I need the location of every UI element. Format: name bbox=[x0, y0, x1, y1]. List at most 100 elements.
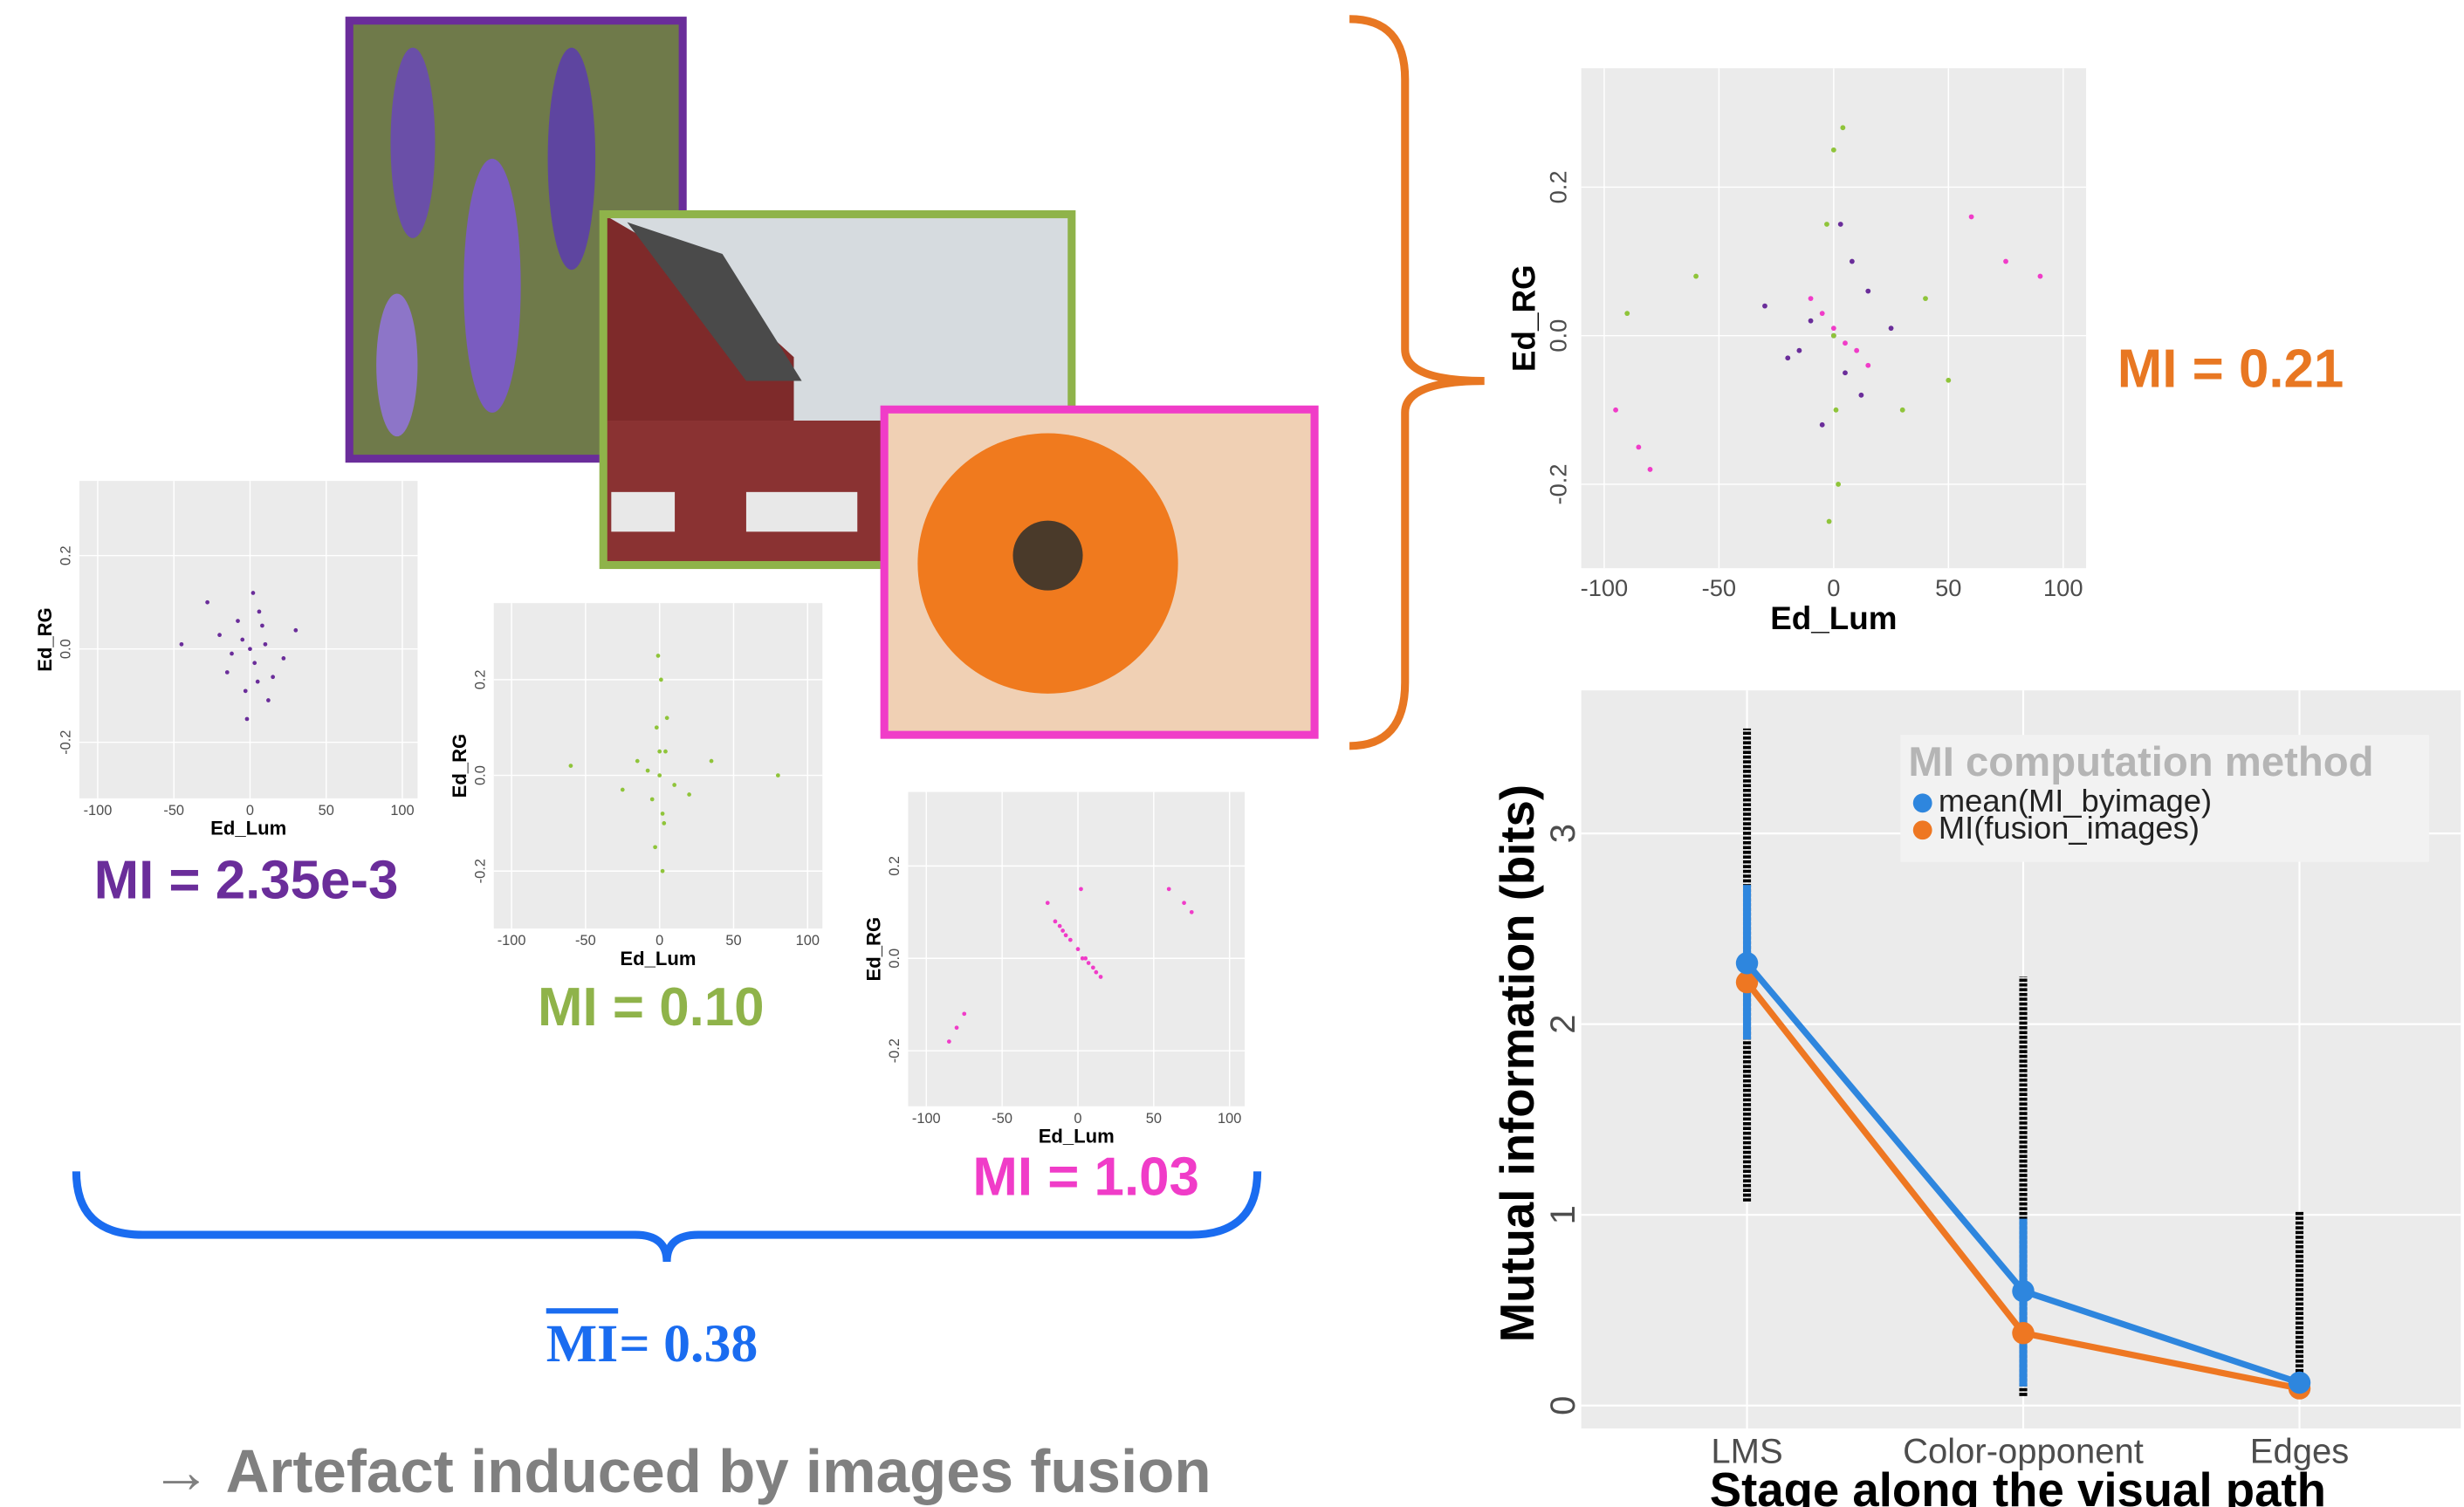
point bbox=[621, 788, 625, 792]
point bbox=[955, 1025, 959, 1030]
point bbox=[1091, 965, 1095, 969]
mi-annotation: MI = 0.21 bbox=[2117, 339, 2344, 400]
point bbox=[1087, 961, 1091, 965]
point bbox=[1190, 910, 1194, 914]
photo-pumpkin bbox=[884, 409, 1314, 735]
legend-label: MI(fusion_images) bbox=[1939, 810, 2200, 846]
point bbox=[1094, 970, 1098, 975]
point bbox=[1809, 319, 1814, 324]
legend-marker bbox=[1913, 820, 1932, 839]
point bbox=[1648, 467, 1653, 472]
x-tick-label: -100 bbox=[1581, 574, 1629, 601]
point bbox=[1785, 355, 1790, 360]
point bbox=[1624, 311, 1630, 316]
y-tick-label: 2 bbox=[1544, 1015, 1582, 1034]
x-tick-label: -50 bbox=[163, 803, 184, 819]
point bbox=[257, 610, 262, 614]
y-tick-label: 0.0 bbox=[887, 949, 903, 969]
point bbox=[1843, 340, 1848, 346]
point bbox=[947, 1039, 951, 1044]
point bbox=[687, 792, 691, 797]
point bbox=[1636, 444, 1641, 449]
point bbox=[1809, 296, 1814, 301]
point bbox=[1762, 304, 1767, 309]
point bbox=[225, 670, 230, 675]
plot-panel bbox=[494, 603, 823, 928]
point bbox=[1064, 933, 1068, 937]
x-axis-title: Stage along the visual path bbox=[1710, 1463, 2326, 1507]
x-tick-label: -50 bbox=[1702, 574, 1736, 601]
point bbox=[1079, 887, 1083, 891]
point bbox=[1834, 408, 1839, 413]
point bbox=[661, 812, 665, 816]
point bbox=[2289, 1372, 2310, 1394]
point bbox=[710, 759, 714, 764]
y-tick-label: 0.2 bbox=[887, 856, 903, 876]
x-tick-label: 0 bbox=[655, 933, 663, 949]
point bbox=[1824, 222, 1829, 227]
point bbox=[293, 628, 298, 633]
point bbox=[1076, 947, 1081, 951]
point bbox=[1613, 408, 1618, 413]
x-tick-label: 50 bbox=[1146, 1111, 1162, 1127]
x-tick-label: -50 bbox=[992, 1111, 1012, 1127]
point bbox=[1900, 408, 1905, 413]
point bbox=[650, 798, 655, 802]
point bbox=[662, 821, 666, 825]
point bbox=[1831, 333, 1836, 339]
point bbox=[655, 725, 659, 730]
point bbox=[1182, 901, 1186, 905]
point bbox=[271, 675, 275, 679]
point bbox=[1831, 147, 1836, 153]
point bbox=[236, 619, 240, 623]
point bbox=[245, 717, 250, 722]
y-tick-label: -0.2 bbox=[472, 859, 488, 883]
point bbox=[2012, 1280, 2034, 1302]
point bbox=[244, 688, 248, 693]
x-axis-title: Ed_Lum bbox=[620, 948, 696, 969]
x-tick-label: -50 bbox=[575, 933, 596, 949]
point bbox=[256, 680, 260, 684]
point bbox=[1969, 215, 1974, 220]
x-axis-title: Ed_Lum bbox=[210, 818, 286, 839]
x-tick-label: 50 bbox=[1935, 574, 1961, 601]
point bbox=[1923, 296, 1928, 301]
point bbox=[1831, 325, 1836, 331]
point bbox=[248, 647, 252, 651]
point bbox=[264, 642, 268, 647]
y-tick-label: 0.0 bbox=[58, 639, 74, 659]
point bbox=[776, 773, 780, 777]
mi-annotation: MI = 1.03 bbox=[972, 1147, 1198, 1208]
orange-brace bbox=[1349, 19, 1485, 746]
x-tick-label: 50 bbox=[319, 803, 334, 819]
y-tick-label: 1 bbox=[1544, 1205, 1582, 1224]
plot-panel bbox=[79, 481, 417, 798]
point bbox=[1838, 222, 1843, 227]
point bbox=[251, 591, 256, 595]
point bbox=[1827, 519, 1832, 524]
point bbox=[1836, 482, 1841, 487]
x-tick-label: 50 bbox=[725, 933, 741, 949]
x-tick-label: 0 bbox=[1074, 1111, 1081, 1127]
x-tick-label: 100 bbox=[390, 803, 414, 819]
x-tick-label: -100 bbox=[84, 803, 113, 819]
point bbox=[1736, 952, 1758, 974]
y-axis-title: Ed_RG bbox=[34, 607, 56, 672]
point bbox=[1854, 348, 1859, 353]
point bbox=[672, 783, 676, 787]
y-tick-label: 0 bbox=[1544, 1396, 1582, 1415]
point bbox=[217, 633, 222, 637]
y-tick-label: 0.0 bbox=[472, 765, 488, 785]
conclusion: → Artefact induced by images fusion bbox=[151, 1437, 1211, 1505]
point bbox=[1840, 125, 1845, 130]
point bbox=[230, 652, 234, 656]
y-tick-label: -0.2 bbox=[887, 1038, 903, 1063]
point bbox=[1054, 920, 1058, 924]
point bbox=[1946, 378, 1951, 383]
point bbox=[1060, 928, 1065, 933]
point bbox=[1068, 938, 1073, 942]
point bbox=[1820, 311, 1825, 316]
x-tick-label: 100 bbox=[2043, 574, 2083, 601]
mi-annotation: MI = 0.10 bbox=[538, 977, 764, 1038]
y-tick-label: 0.2 bbox=[1544, 170, 1571, 203]
